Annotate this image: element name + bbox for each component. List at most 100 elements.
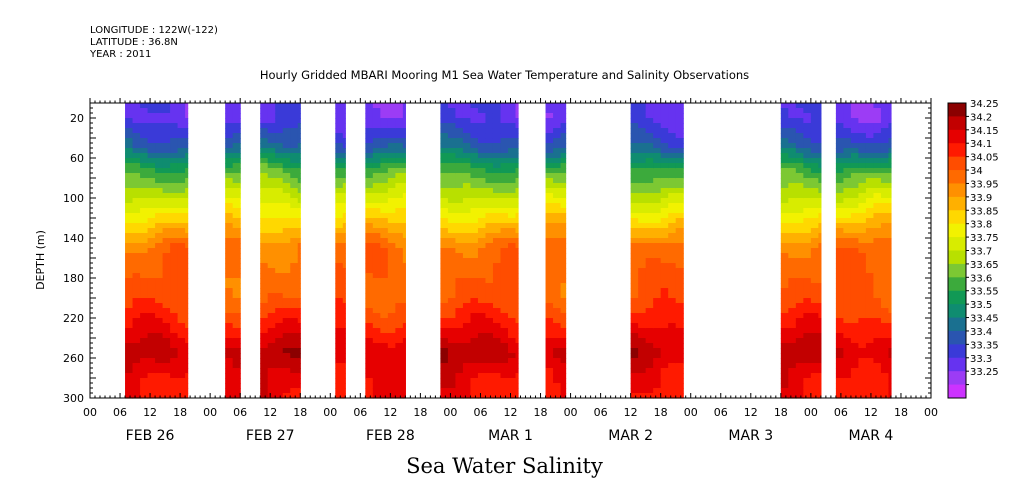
heatmap-cell	[147, 348, 156, 354]
heatmap-cell	[645, 153, 654, 159]
heatmap-cell	[873, 378, 882, 384]
heatmap-cell	[850, 138, 860, 144]
heatmap-cell	[880, 123, 890, 129]
heatmap-cell	[455, 273, 464, 279]
heatmap-cell	[275, 388, 284, 394]
heatmap-cell	[177, 128, 186, 134]
heatmap-cell	[140, 313, 149, 319]
heatmap-cell	[653, 368, 662, 374]
heatmap-cell	[508, 303, 517, 309]
heatmap-cell	[873, 328, 882, 334]
heatmap-cell	[638, 248, 647, 254]
heatmap-cell	[402, 118, 406, 124]
heatmap-cell	[232, 153, 241, 159]
heatmap-cell	[630, 253, 639, 259]
heatmap-cell	[865, 373, 875, 379]
heatmap-cell	[660, 393, 669, 399]
heatmap-cell	[275, 213, 284, 219]
heatmap-cell	[645, 193, 654, 199]
heatmap-cell	[380, 123, 389, 129]
heatmap-cell	[132, 323, 141, 329]
heatmap-cell	[810, 248, 819, 254]
heatmap-cell	[372, 343, 381, 349]
heatmap-cell	[660, 148, 669, 154]
heatmap-cell	[297, 188, 301, 194]
heatmap-cell	[232, 133, 241, 139]
heatmap-cell	[155, 148, 164, 154]
heatmap-cell	[335, 153, 344, 159]
heatmap-cell	[803, 393, 812, 399]
heatmap-cell	[492, 128, 502, 134]
heatmap-cell	[125, 388, 134, 394]
heatmap-cell	[267, 168, 276, 174]
heatmap-cell	[387, 208, 396, 214]
heatmap-cell	[780, 343, 789, 349]
heatmap-cell	[470, 108, 479, 114]
heatmap-cell	[638, 153, 647, 159]
heatmap-cell	[835, 188, 844, 194]
heatmap-cell	[387, 308, 396, 314]
heatmap-cell	[395, 183, 404, 189]
heatmap-cell	[462, 238, 472, 244]
colorbar-swatch	[948, 237, 966, 251]
heatmap-cell	[485, 103, 494, 109]
heatmap-cell	[873, 113, 882, 119]
heatmap-cell	[225, 148, 234, 154]
heatmap-cell	[653, 278, 662, 284]
heatmap-cell	[888, 383, 892, 389]
heatmap-cell	[780, 388, 789, 394]
heatmap-cell	[668, 133, 677, 139]
heatmap-cell	[387, 123, 396, 129]
heatmap-cell	[873, 353, 882, 359]
heatmap-cell	[810, 118, 819, 124]
heatmap-cell	[803, 278, 812, 284]
heatmap-cell	[132, 388, 141, 394]
heatmap-cell	[645, 183, 654, 189]
heatmap-cell	[780, 333, 789, 339]
heatmap-cell	[545, 248, 554, 254]
heatmap-cell	[125, 133, 134, 139]
heatmap-cell	[447, 153, 457, 159]
heatmap-cell	[492, 123, 502, 129]
heatmap-cell	[185, 218, 189, 224]
heatmap-cell	[888, 128, 892, 134]
heatmap-cell	[177, 153, 186, 159]
heatmap-cell	[125, 368, 134, 374]
heatmap-cell	[477, 193, 487, 199]
heatmap-cell	[275, 208, 284, 214]
heatmap-cell	[297, 238, 301, 244]
heatmap-cell	[225, 238, 234, 244]
heatmap-cell	[795, 363, 804, 369]
heatmap-cell	[440, 393, 449, 399]
heatmap-cell	[125, 253, 134, 259]
heatmap-cell	[795, 378, 804, 384]
heatmap-cell	[515, 343, 519, 349]
heatmap-cell	[447, 343, 457, 349]
heatmap-cell	[545, 253, 554, 259]
heatmap-cell	[275, 103, 284, 109]
heatmap-cell	[185, 208, 189, 214]
heatmap-cell	[170, 298, 179, 304]
heatmap-cell	[267, 233, 276, 239]
heatmap-cell	[865, 278, 875, 284]
latitude-label: LATITUDE : 36.8N	[90, 37, 178, 48]
heatmap-cell	[275, 258, 284, 264]
heatmap-cell	[132, 113, 141, 119]
heatmap-cell	[477, 228, 487, 234]
heatmap-cell	[232, 138, 241, 144]
heatmap-cell	[297, 393, 301, 399]
heatmap-cell	[810, 103, 819, 109]
heatmap-cell	[125, 263, 134, 269]
heatmap-cell	[185, 163, 189, 169]
heatmap-cell	[440, 153, 449, 159]
heatmap-cell	[140, 388, 149, 394]
heatmap-cell	[880, 223, 890, 229]
heatmap-cell	[560, 113, 567, 119]
heatmap-cell	[638, 328, 647, 334]
heatmap-cell	[850, 333, 860, 339]
heatmap-cell	[470, 293, 479, 299]
heatmap-cell	[545, 303, 554, 309]
heatmap-cell	[843, 178, 852, 184]
heatmap-cell	[873, 298, 882, 304]
heatmap-cell	[500, 358, 509, 364]
